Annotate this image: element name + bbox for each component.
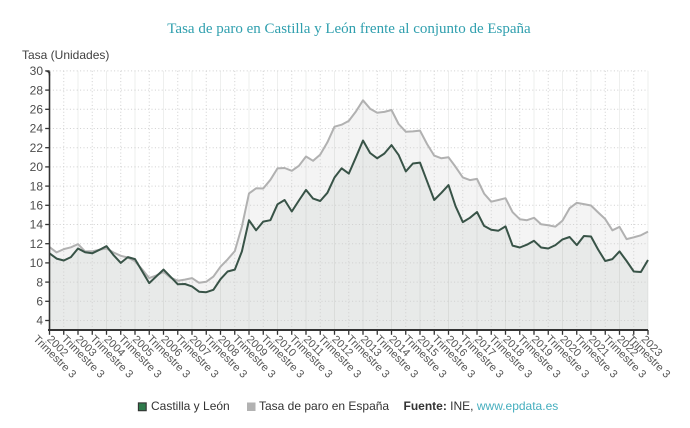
svg-text:10: 10 — [30, 256, 44, 270]
svg-text:Castilla y León: Castilla y León — [151, 399, 230, 413]
svg-text:24: 24 — [30, 122, 44, 136]
svg-text:6: 6 — [36, 295, 43, 309]
svg-text:28: 28 — [30, 83, 44, 97]
svg-text:18: 18 — [30, 179, 44, 193]
svg-text:30: 30 — [30, 64, 44, 78]
svg-text:4: 4 — [36, 314, 43, 328]
svg-text:20: 20 — [30, 160, 44, 174]
svg-text:12: 12 — [30, 237, 44, 251]
svg-text:22: 22 — [30, 141, 44, 155]
svg-text:8: 8 — [36, 275, 43, 289]
svg-text:Tasa de paro en Castilla y Leó: Tasa de paro en Castilla y León frente a… — [167, 21, 531, 37]
svg-text:Tasa (Unidades): Tasa (Unidades) — [22, 48, 109, 62]
svg-text:26: 26 — [30, 103, 44, 117]
svg-text:Fuente: INE, www.epdata.es: Fuente: INE, www.epdata.es — [404, 399, 559, 413]
svg-text:14: 14 — [30, 218, 44, 232]
svg-text:Tasa de paro en España: Tasa de paro en España — [259, 399, 389, 413]
svg-text:16: 16 — [30, 199, 44, 213]
